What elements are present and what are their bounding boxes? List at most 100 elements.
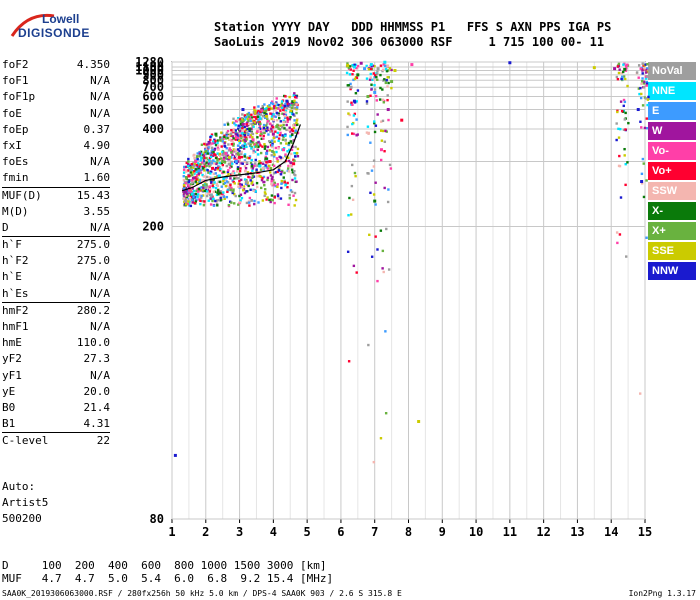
echo-point <box>270 100 274 103</box>
echo-point <box>272 113 275 116</box>
echo-point <box>247 175 250 179</box>
echo-point <box>286 116 289 119</box>
echo-point <box>226 184 229 188</box>
series-point <box>393 69 397 73</box>
echo-point <box>257 118 260 121</box>
interference-point <box>375 99 379 102</box>
echo-point <box>264 128 267 131</box>
echo-point <box>270 107 273 110</box>
echo-point <box>256 153 260 156</box>
param-key: fmin <box>2 171 29 185</box>
param-value: 15.43 <box>76 188 110 202</box>
param-row: M(D) 3.55 <box>2 204 110 220</box>
interference-point <box>624 162 627 166</box>
interference-point <box>374 124 378 127</box>
param-key: MUF(D) <box>2 188 42 202</box>
echo-point <box>272 118 276 122</box>
echo-point <box>238 149 241 153</box>
echo-point <box>241 127 244 130</box>
echo-point <box>205 164 208 167</box>
echo-point <box>209 195 213 198</box>
echo-point <box>211 148 214 152</box>
echo-point <box>227 158 230 161</box>
echo-point <box>232 150 235 153</box>
interference-point <box>351 103 354 107</box>
series-point <box>265 151 269 155</box>
echo-point <box>283 116 287 120</box>
interference-point <box>624 64 628 68</box>
param-row: hmE 110.0 <box>2 335 110 351</box>
x-tick-label: 14 <box>604 525 618 539</box>
interference-point <box>371 64 375 68</box>
interference-point <box>374 235 377 238</box>
echo-point <box>280 170 283 174</box>
echo-point <box>239 118 242 121</box>
echo-point <box>212 190 216 194</box>
echo-point <box>289 135 292 138</box>
echo-point <box>243 114 247 117</box>
echo-point <box>239 174 242 177</box>
param-value: 4.90 <box>83 138 111 152</box>
echo-point <box>200 143 204 146</box>
interference-point <box>639 67 642 70</box>
echo-point <box>257 162 261 166</box>
echo-point <box>190 185 194 188</box>
echo-point <box>292 113 295 116</box>
echo-point <box>262 126 266 130</box>
echo-point <box>216 189 220 192</box>
echo-point <box>252 148 256 151</box>
interference-point <box>355 76 359 80</box>
echo-point <box>206 192 210 196</box>
echo-point <box>230 151 233 154</box>
interference-point <box>642 162 645 165</box>
y-tick-label: 400 <box>142 122 164 136</box>
echo-point <box>271 102 275 106</box>
series-point <box>268 160 272 164</box>
echo-point <box>222 179 225 183</box>
interference-point <box>348 65 352 68</box>
interference-point <box>386 85 389 88</box>
interference-point <box>348 113 351 117</box>
echo-point <box>286 181 289 185</box>
echo-point <box>267 164 270 168</box>
echo-point <box>238 186 241 189</box>
echo-point <box>235 120 239 123</box>
echo-point <box>220 162 223 165</box>
echo-point <box>229 177 232 180</box>
echo-point <box>229 188 232 191</box>
echo-point <box>296 147 300 151</box>
echo-point <box>269 174 273 177</box>
echo-point <box>218 161 221 165</box>
param-key: h`F2 <box>2 254 29 268</box>
echo-point <box>259 161 262 165</box>
echo-point <box>194 176 198 179</box>
echo-point <box>250 122 253 126</box>
echo-point <box>280 104 284 107</box>
param-row: foF1p N/A <box>2 89 110 105</box>
echo-point <box>281 156 284 160</box>
echo-point <box>259 134 262 137</box>
interference-point <box>369 67 373 71</box>
interference-point <box>643 85 646 89</box>
brand-logo-swoosh <box>10 13 55 37</box>
echo-point <box>251 167 255 170</box>
echo-point <box>218 165 221 169</box>
interference-point <box>352 114 356 117</box>
interference-point <box>641 157 645 161</box>
interference-point <box>351 122 354 126</box>
interference-point <box>622 104 625 108</box>
echo-point <box>211 176 215 180</box>
echo-point <box>243 160 246 164</box>
interference-point <box>379 86 382 90</box>
echo-point <box>248 156 251 160</box>
station-header: Station YYYY DAY DDD HHMMSS P1 FFS S AXN… <box>214 20 611 50</box>
echo-point <box>253 164 256 168</box>
echo-point <box>220 139 223 142</box>
echo-point <box>262 134 265 138</box>
echo-point <box>263 131 266 134</box>
echo-point <box>243 130 246 133</box>
echo-point <box>223 135 226 139</box>
interference-point <box>619 127 622 131</box>
echo-point <box>220 185 223 188</box>
series-point <box>417 420 421 424</box>
